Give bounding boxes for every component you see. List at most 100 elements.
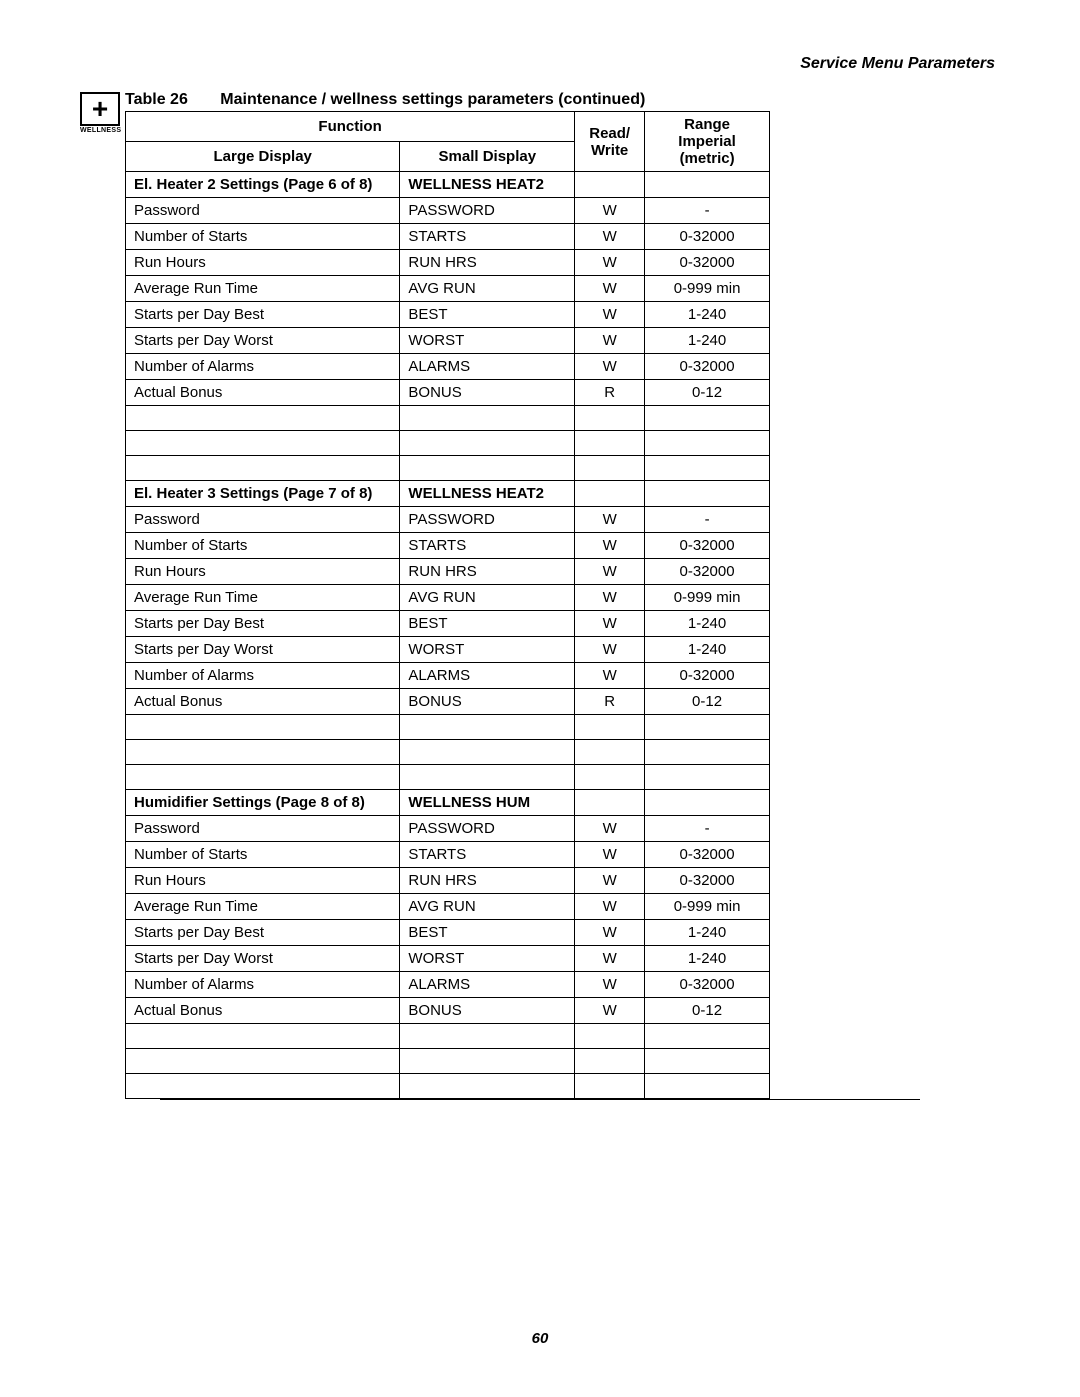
section-small: WELLNESS HUM — [400, 790, 575, 816]
cell-small: STARTS — [400, 842, 575, 868]
table-row: Number of StartsSTARTSW0-32000 — [126, 224, 770, 250]
table-row: Run HoursRUN HRSW0-32000 — [126, 250, 770, 276]
section-large: El. Heater 2 Settings (Page 6 of 8) — [126, 172, 400, 198]
table-row: Actual BonusBONUSW0-12 — [126, 998, 770, 1024]
wellness-icon-block: + WELLNESS — [80, 92, 120, 134]
cell-rw: W — [575, 533, 645, 559]
table-row: PasswordPASSWORDW- — [126, 507, 770, 533]
cell-small: PASSWORD — [400, 198, 575, 224]
cell-large: Average Run Time — [126, 894, 400, 920]
table-row: Number of StartsSTARTSW0-32000 — [126, 533, 770, 559]
section-header: Service Menu Parameters — [80, 55, 1000, 73]
cell-large: Actual Bonus — [126, 998, 400, 1024]
header-row-1: Function Read/ Write Range Imperial (met… — [126, 112, 770, 142]
cell-large: Number of Alarms — [126, 972, 400, 998]
range-line2: Imperial (metric) — [678, 133, 736, 167]
cell-small: WORST — [400, 637, 575, 663]
cell-rw: W — [575, 302, 645, 328]
table-row: Starts per Day BestBESTW1-240 — [126, 302, 770, 328]
table-row: Starts per Day WorstWORSTW1-240 — [126, 637, 770, 663]
cell-range: 0-32000 — [645, 559, 770, 585]
empty-row — [126, 715, 770, 740]
cell-range: - — [645, 816, 770, 842]
cell-small: AVG RUN — [400, 894, 575, 920]
cell-large: Average Run Time — [126, 276, 400, 302]
cell-rw: W — [575, 250, 645, 276]
section-range — [645, 481, 770, 507]
empty-cell — [400, 765, 575, 790]
cell-large: Starts per Day Best — [126, 302, 400, 328]
empty-cell — [575, 406, 645, 431]
cell-large: Number of Starts — [126, 842, 400, 868]
cell-small: RUN HRS — [400, 250, 575, 276]
section-header-row: Humidifier Settings (Page 8 of 8)WELLNES… — [126, 790, 770, 816]
rw-line1: Read/ — [589, 125, 630, 142]
table-row: PasswordPASSWORDW- — [126, 198, 770, 224]
cell-large: Password — [126, 198, 400, 224]
cell-rw: W — [575, 920, 645, 946]
empty-row — [126, 1024, 770, 1049]
cell-rw: R — [575, 689, 645, 715]
col-small-display: Small Display — [400, 142, 575, 172]
cell-rw: W — [575, 637, 645, 663]
empty-cell — [126, 1024, 400, 1049]
cell-rw: W — [575, 507, 645, 533]
empty-row — [126, 1074, 770, 1099]
cell-range: 0-12 — [645, 689, 770, 715]
cell-rw: W — [575, 998, 645, 1024]
footer-rule — [160, 1099, 920, 1100]
empty-cell — [575, 715, 645, 740]
section-large: El. Heater 3 Settings (Page 7 of 8) — [126, 481, 400, 507]
cell-rw: W — [575, 276, 645, 302]
table-row: Actual BonusBONUSR0-12 — [126, 689, 770, 715]
empty-cell — [400, 431, 575, 456]
table-row: Run HoursRUN HRSW0-32000 — [126, 559, 770, 585]
empty-cell — [645, 765, 770, 790]
table-row: Starts per Day BestBESTW1-240 — [126, 920, 770, 946]
cell-range: 0-32000 — [645, 868, 770, 894]
cell-range: 1-240 — [645, 920, 770, 946]
cell-large: Starts per Day Best — [126, 920, 400, 946]
page-footer: 60 — [0, 1330, 1080, 1347]
empty-cell — [400, 740, 575, 765]
cell-small: WORST — [400, 946, 575, 972]
cell-rw: W — [575, 663, 645, 689]
cell-small: AVG RUN — [400, 276, 575, 302]
empty-row — [126, 1049, 770, 1074]
empty-cell — [400, 1049, 575, 1074]
table-title: Maintenance / wellness settings paramete… — [220, 91, 645, 108]
table-row: Average Run TimeAVG RUNW0-999 min — [126, 894, 770, 920]
cell-range: 0-999 min — [645, 276, 770, 302]
empty-cell — [645, 456, 770, 481]
col-large-display: Large Display — [126, 142, 400, 172]
empty-cell — [126, 1049, 400, 1074]
section-range — [645, 172, 770, 198]
cell-range: 0-32000 — [645, 224, 770, 250]
cell-rw: W — [575, 328, 645, 354]
cell-small: ALARMS — [400, 972, 575, 998]
table-row: Number of AlarmsALARMSW0-32000 — [126, 663, 770, 689]
empty-cell — [645, 1049, 770, 1074]
cell-small: RUN HRS — [400, 559, 575, 585]
empty-cell — [645, 431, 770, 456]
empty-cell — [575, 431, 645, 456]
empty-cell — [126, 431, 400, 456]
section-range — [645, 790, 770, 816]
cell-range: 0-32000 — [645, 354, 770, 380]
empty-cell — [575, 1049, 645, 1074]
cell-large: Starts per Day Worst — [126, 946, 400, 972]
cell-range: 1-240 — [645, 637, 770, 663]
parameters-table: Function Read/ Write Range Imperial (met… — [125, 111, 770, 1099]
cell-small: ALARMS — [400, 354, 575, 380]
table-row: Average Run TimeAVG RUNW0-999 min — [126, 585, 770, 611]
empty-row — [126, 740, 770, 765]
cell-large: Actual Bonus — [126, 380, 400, 406]
cell-small: ALARMS — [400, 663, 575, 689]
cell-rw: W — [575, 816, 645, 842]
table-row: Number of StartsSTARTSW0-32000 — [126, 842, 770, 868]
section-large: Humidifier Settings (Page 8 of 8) — [126, 790, 400, 816]
empty-row — [126, 456, 770, 481]
cell-large: Starts per Day Worst — [126, 637, 400, 663]
cell-rw: W — [575, 946, 645, 972]
empty-cell — [126, 715, 400, 740]
